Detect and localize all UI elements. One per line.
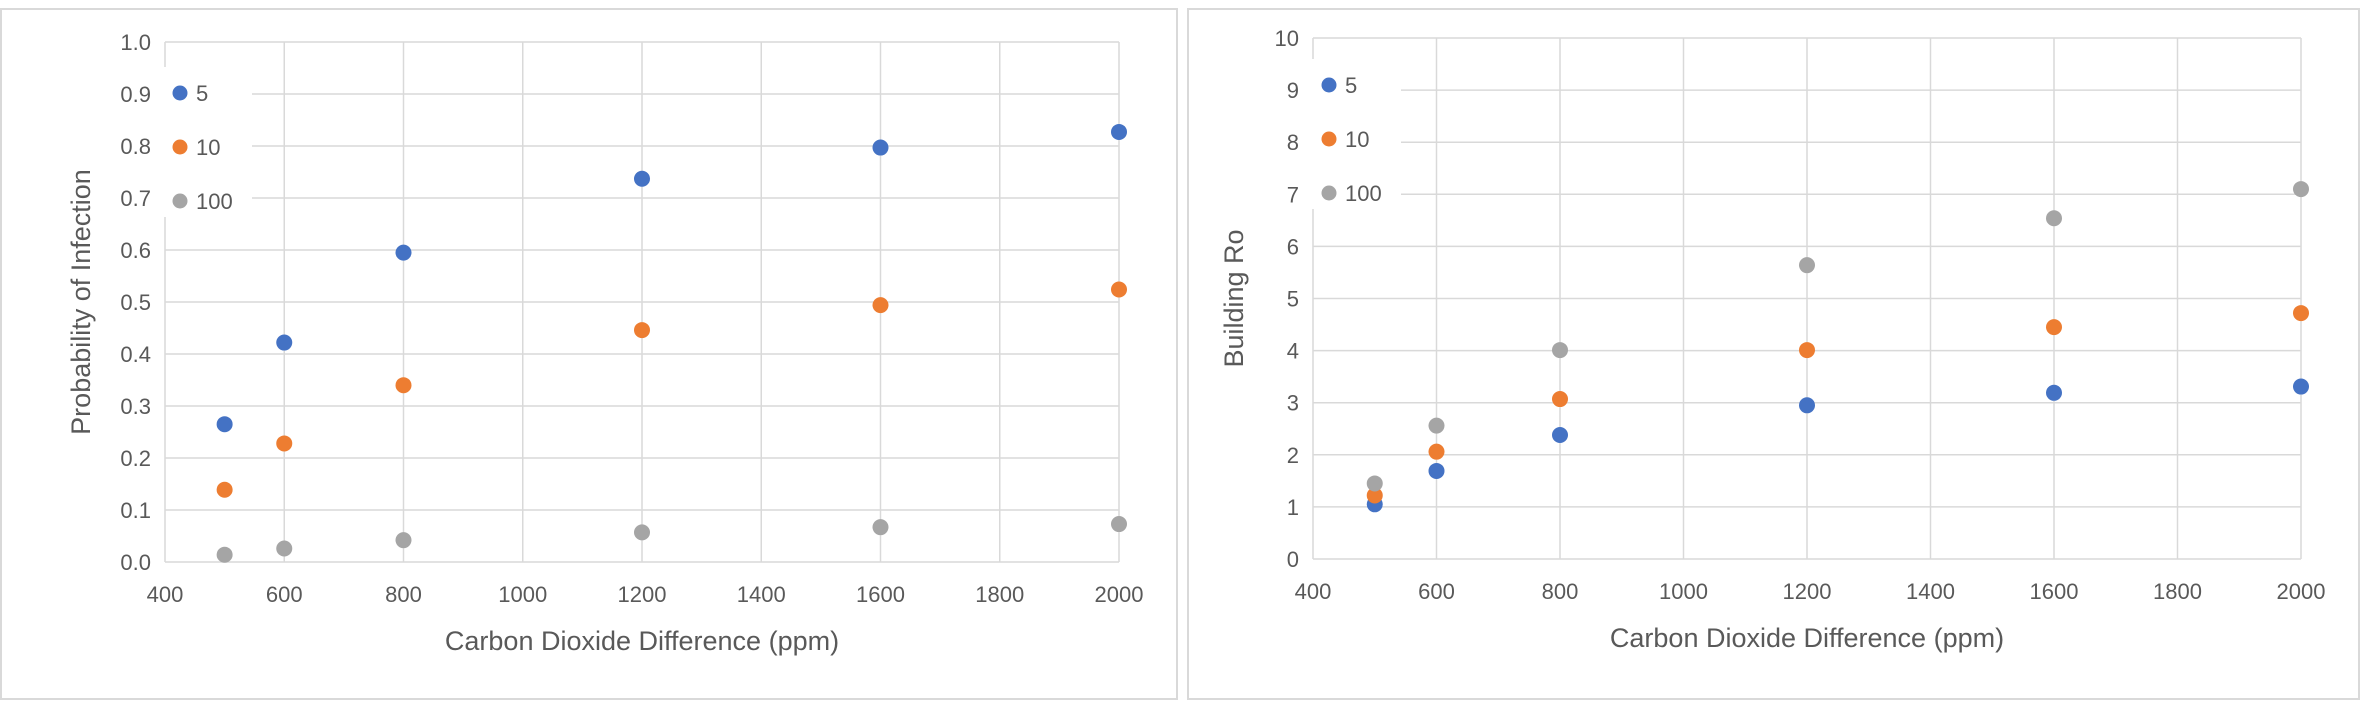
y-tick-label: 6 <box>1287 234 1299 259</box>
y-tick-label: 1.0 <box>120 30 151 55</box>
y-tick-label: 2 <box>1287 443 1299 468</box>
y-tick-label: 0 <box>1287 547 1299 572</box>
x-tick-label: 1400 <box>737 582 786 607</box>
data-point-series-5 <box>872 139 889 156</box>
legend-label: 100 <box>1345 181 1382 206</box>
x-tick-label: 800 <box>1542 579 1579 604</box>
x-tick-label: 800 <box>385 582 422 607</box>
data-point-series-5 <box>1799 397 1815 414</box>
y-tick-label: 0.5 <box>120 290 151 315</box>
data-point-series-100 <box>1366 475 1383 492</box>
x-tick-label: 1200 <box>1783 579 1832 604</box>
legend-marker <box>172 85 188 101</box>
data-point-series-10 <box>1366 487 1383 504</box>
data-point-series-100 <box>276 540 293 557</box>
data-point-series-10 <box>1111 281 1127 298</box>
x-tick-label: 1600 <box>2030 579 2079 604</box>
data-point-series-10 <box>1428 443 1445 460</box>
legend-marker <box>172 193 188 209</box>
chart-panel-probability: 0.0 0.1 0.2 0.3 0.4 0.5 0.6 0.7 0.8 0.9 1.0 400 600 8… <box>0 8 1178 700</box>
legend-marker <box>1321 185 1337 201</box>
x-axis-title: Carbon Dioxide Difference (ppm) <box>1610 623 2004 653</box>
data-point-series-10 <box>634 322 650 339</box>
data-point-series-100 <box>1552 342 1568 359</box>
legend-marker <box>1321 131 1337 147</box>
x-tick-label: 1000 <box>498 582 547 607</box>
y-tick-label: 0.0 <box>120 550 151 575</box>
data-point-series-100 <box>216 546 233 563</box>
y-tick-label: 9 <box>1287 78 1299 103</box>
data-point-series-10 <box>1552 391 1568 408</box>
legend-label: 10 <box>1345 127 1369 152</box>
x-tick-label: 400 <box>1295 579 1332 604</box>
x-tick-label: 600 <box>1418 579 1455 604</box>
data-point-series-100 <box>395 532 412 549</box>
data-point-series-100 <box>2293 181 2309 198</box>
legend-label: 5 <box>196 81 208 106</box>
data-point-series-100 <box>2046 210 2062 227</box>
y-tick-label: 7 <box>1287 182 1299 207</box>
data-point-series-10 <box>276 435 293 452</box>
data-point-series-10 <box>395 377 412 394</box>
y-tick-label: 0.6 <box>120 238 151 263</box>
y-axis-title: Building Ro <box>1219 229 1249 367</box>
data-point-series-100 <box>1799 257 1815 274</box>
y-tick-label: 10 <box>1275 26 1299 51</box>
x-tick-label: 400 <box>147 582 184 607</box>
chart-panel-building-ro: 0 1 2 3 4 5 6 7 8 9 10 400 600 800 1000 1200 1400 1600 180… <box>1187 8 2360 700</box>
x-axis-title: Carbon Dioxide Difference (ppm) <box>445 626 839 656</box>
x-tick-label: 1200 <box>618 582 667 607</box>
legend-label: 100 <box>196 189 233 214</box>
y-tick-label: 0.1 <box>120 498 151 523</box>
legend-marker <box>1321 77 1337 93</box>
data-point-series-5 <box>216 416 233 433</box>
data-point-series-5 <box>1428 462 1445 479</box>
x-tick-label: 1000 <box>1659 579 1708 604</box>
data-point-series-10 <box>2046 319 2062 336</box>
y-tick-label: 0.9 <box>120 82 151 107</box>
y-axis-title: Probability of Infection <box>66 169 96 435</box>
y-tick-label: 4 <box>1287 339 1299 364</box>
legend-label: 5 <box>1345 73 1357 98</box>
data-point-series-100 <box>1111 516 1127 533</box>
y-tick-label: 8 <box>1287 130 1299 155</box>
x-tick-label: 1400 <box>1906 579 1955 604</box>
y-tick-label: 0.2 <box>120 446 151 471</box>
y-tick-label: 0.3 <box>120 394 151 419</box>
data-point-series-5 <box>395 244 412 261</box>
data-point-series-100 <box>872 519 889 536</box>
data-point-series-5 <box>2046 384 2062 401</box>
data-point-series-100 <box>634 524 650 541</box>
data-point-series-10 <box>872 297 889 314</box>
data-point-series-5 <box>1111 123 1127 140</box>
data-point-series-10 <box>216 481 233 498</box>
data-point-series-10 <box>2293 305 2309 322</box>
data-point-series-5 <box>1552 427 1568 444</box>
x-tick-label: 1800 <box>975 582 1024 607</box>
data-point-series-5 <box>2293 378 2309 395</box>
data-point-series-5 <box>634 170 650 187</box>
scatter-chart-probability: 0.0 0.1 0.2 0.3 0.4 0.5 0.6 0.7 0.8 0.9 1.0 400 600 8… <box>66 30 1144 656</box>
legend-label: 10 <box>196 135 220 160</box>
y-tick-label: 0.8 <box>120 134 151 159</box>
x-tick-label: 1800 <box>2153 579 2202 604</box>
x-tick-label: 600 <box>266 582 303 607</box>
data-point-series-5 <box>276 334 293 351</box>
y-tick-label: 5 <box>1287 287 1299 312</box>
y-tick-label: 3 <box>1287 391 1299 416</box>
y-tick-label: 1 <box>1287 495 1299 520</box>
x-tick-label: 1600 <box>856 582 905 607</box>
data-point-series-10 <box>1799 342 1815 359</box>
data-point-series-100 <box>1428 417 1445 434</box>
y-tick-label: 0.4 <box>120 342 151 367</box>
x-tick-label: 2000 <box>1095 582 1144 607</box>
legend-marker <box>172 139 188 155</box>
scatter-chart-building-ro: 0 1 2 3 4 5 6 7 8 9 10 400 600 800 1000 1200 1400 1600 180… <box>1219 26 2326 653</box>
y-tick-label: 0.7 <box>120 186 151 211</box>
x-tick-label: 2000 <box>2277 579 2326 604</box>
